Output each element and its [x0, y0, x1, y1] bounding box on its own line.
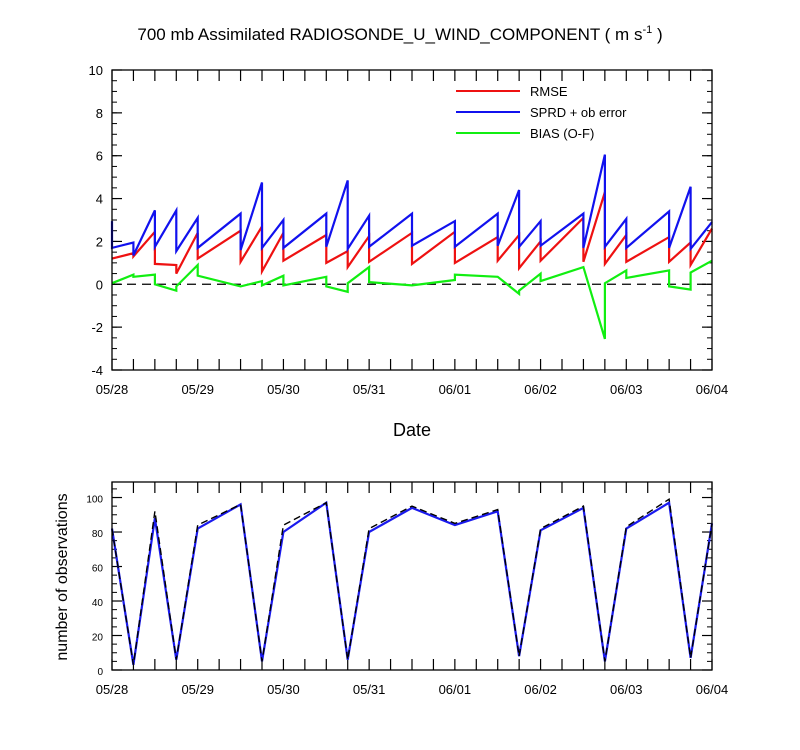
top-ytick-labels: -4 -2 0 2 4 6 8 10: [89, 63, 103, 378]
bottom-ticks: [111, 482, 713, 671]
x-axis-label: Date: [393, 420, 431, 440]
x-tick-label: 05/31: [353, 382, 386, 397]
y-tick-label: 20: [92, 633, 104, 644]
y-tick-label: -4: [91, 363, 103, 378]
x-tick-label: 06/01: [439, 682, 472, 697]
x-tick-label: 06/04: [696, 382, 729, 397]
y-axis-label-observations: number of observations: [54, 493, 71, 660]
x-tick-label: 05/31: [353, 682, 386, 697]
top-panel: RMSE SPRD + ob error BIAS (O-F) -4 -2 0 2 4 6 8 1…: [89, 63, 729, 440]
x-tick-label: 06/02: [524, 382, 557, 397]
bottom-ytick-labels: 0 20 40 60 80 100: [86, 495, 103, 678]
top-xtick-labels: 05/28 05/29 05/30 05/31 06/01 06/02 06/03 06/04: [96, 382, 729, 397]
y-tick-label: 0: [96, 277, 103, 292]
x-tick-label: 06/01: [439, 382, 472, 397]
bottom-xtick-labels: 05/28 05/29 05/30 05/31 06/01 06/02 06/03 06/04: [96, 682, 729, 697]
series-line-observations-possible: [111, 498, 713, 665]
y-tick-label: 40: [92, 598, 104, 609]
chart-title-end: ): [652, 25, 662, 44]
y-tick-label: 6: [96, 149, 103, 164]
y-tick-label: 60: [92, 564, 104, 575]
bottom-panel: 0 20 40 60 80 100 05/28 05/29 05/30 05/31 06/01 06…: [54, 481, 729, 697]
x-tick-label: 05/28: [96, 682, 129, 697]
y-tick-label: 8: [96, 106, 103, 121]
y-tick-label: 80: [92, 529, 104, 540]
legend-label: RMSE: [530, 84, 568, 99]
top-plot-frame: [111, 69, 713, 371]
x-tick-label: 06/03: [610, 382, 643, 397]
x-tick-label: 06/03: [610, 682, 643, 697]
y-tick-label: 10: [89, 63, 103, 78]
chart-title-main: 700 mb Assimilated RADIOSONDE_U_WIND_COM…: [137, 25, 642, 44]
legend-label: SPRD + ob error: [530, 105, 627, 120]
y-tick-label: -2: [91, 320, 103, 335]
y-tick-label: 4: [96, 192, 103, 207]
bottom-plot-frame: [111, 481, 713, 671]
x-tick-label: 05/30: [267, 682, 300, 697]
series-line-rmse: [111, 191, 713, 276]
x-tick-label: 05/30: [267, 382, 300, 397]
y-tick-label: 0: [97, 667, 103, 678]
series-line-sprd-ob-error: [110, 154, 713, 256]
x-tick-label: 05/29: [181, 382, 214, 397]
series-line-observations-used: [110, 500, 714, 665]
y-tick-label: 100: [86, 495, 103, 506]
chart-title-superscript: -1: [642, 24, 652, 36]
x-tick-label: 06/04: [696, 682, 729, 697]
chart-title: 700 mb Assimilated RADIOSONDE_U_WIND_COM…: [137, 24, 662, 44]
y-tick-label: 2: [96, 234, 103, 249]
top-ticks: [111, 69, 713, 371]
bottom-series: [110, 498, 714, 665]
legend: RMSE SPRD + ob error BIAS (O-F): [456, 84, 627, 141]
top-series: [110, 154, 713, 340]
legend-label: BIAS (O-F): [530, 126, 594, 141]
x-tick-label: 05/28: [96, 382, 129, 397]
series-line-bias-o-f: [111, 259, 713, 340]
x-tick-label: 06/02: [524, 682, 557, 697]
x-tick-label: 05/29: [181, 682, 214, 697]
